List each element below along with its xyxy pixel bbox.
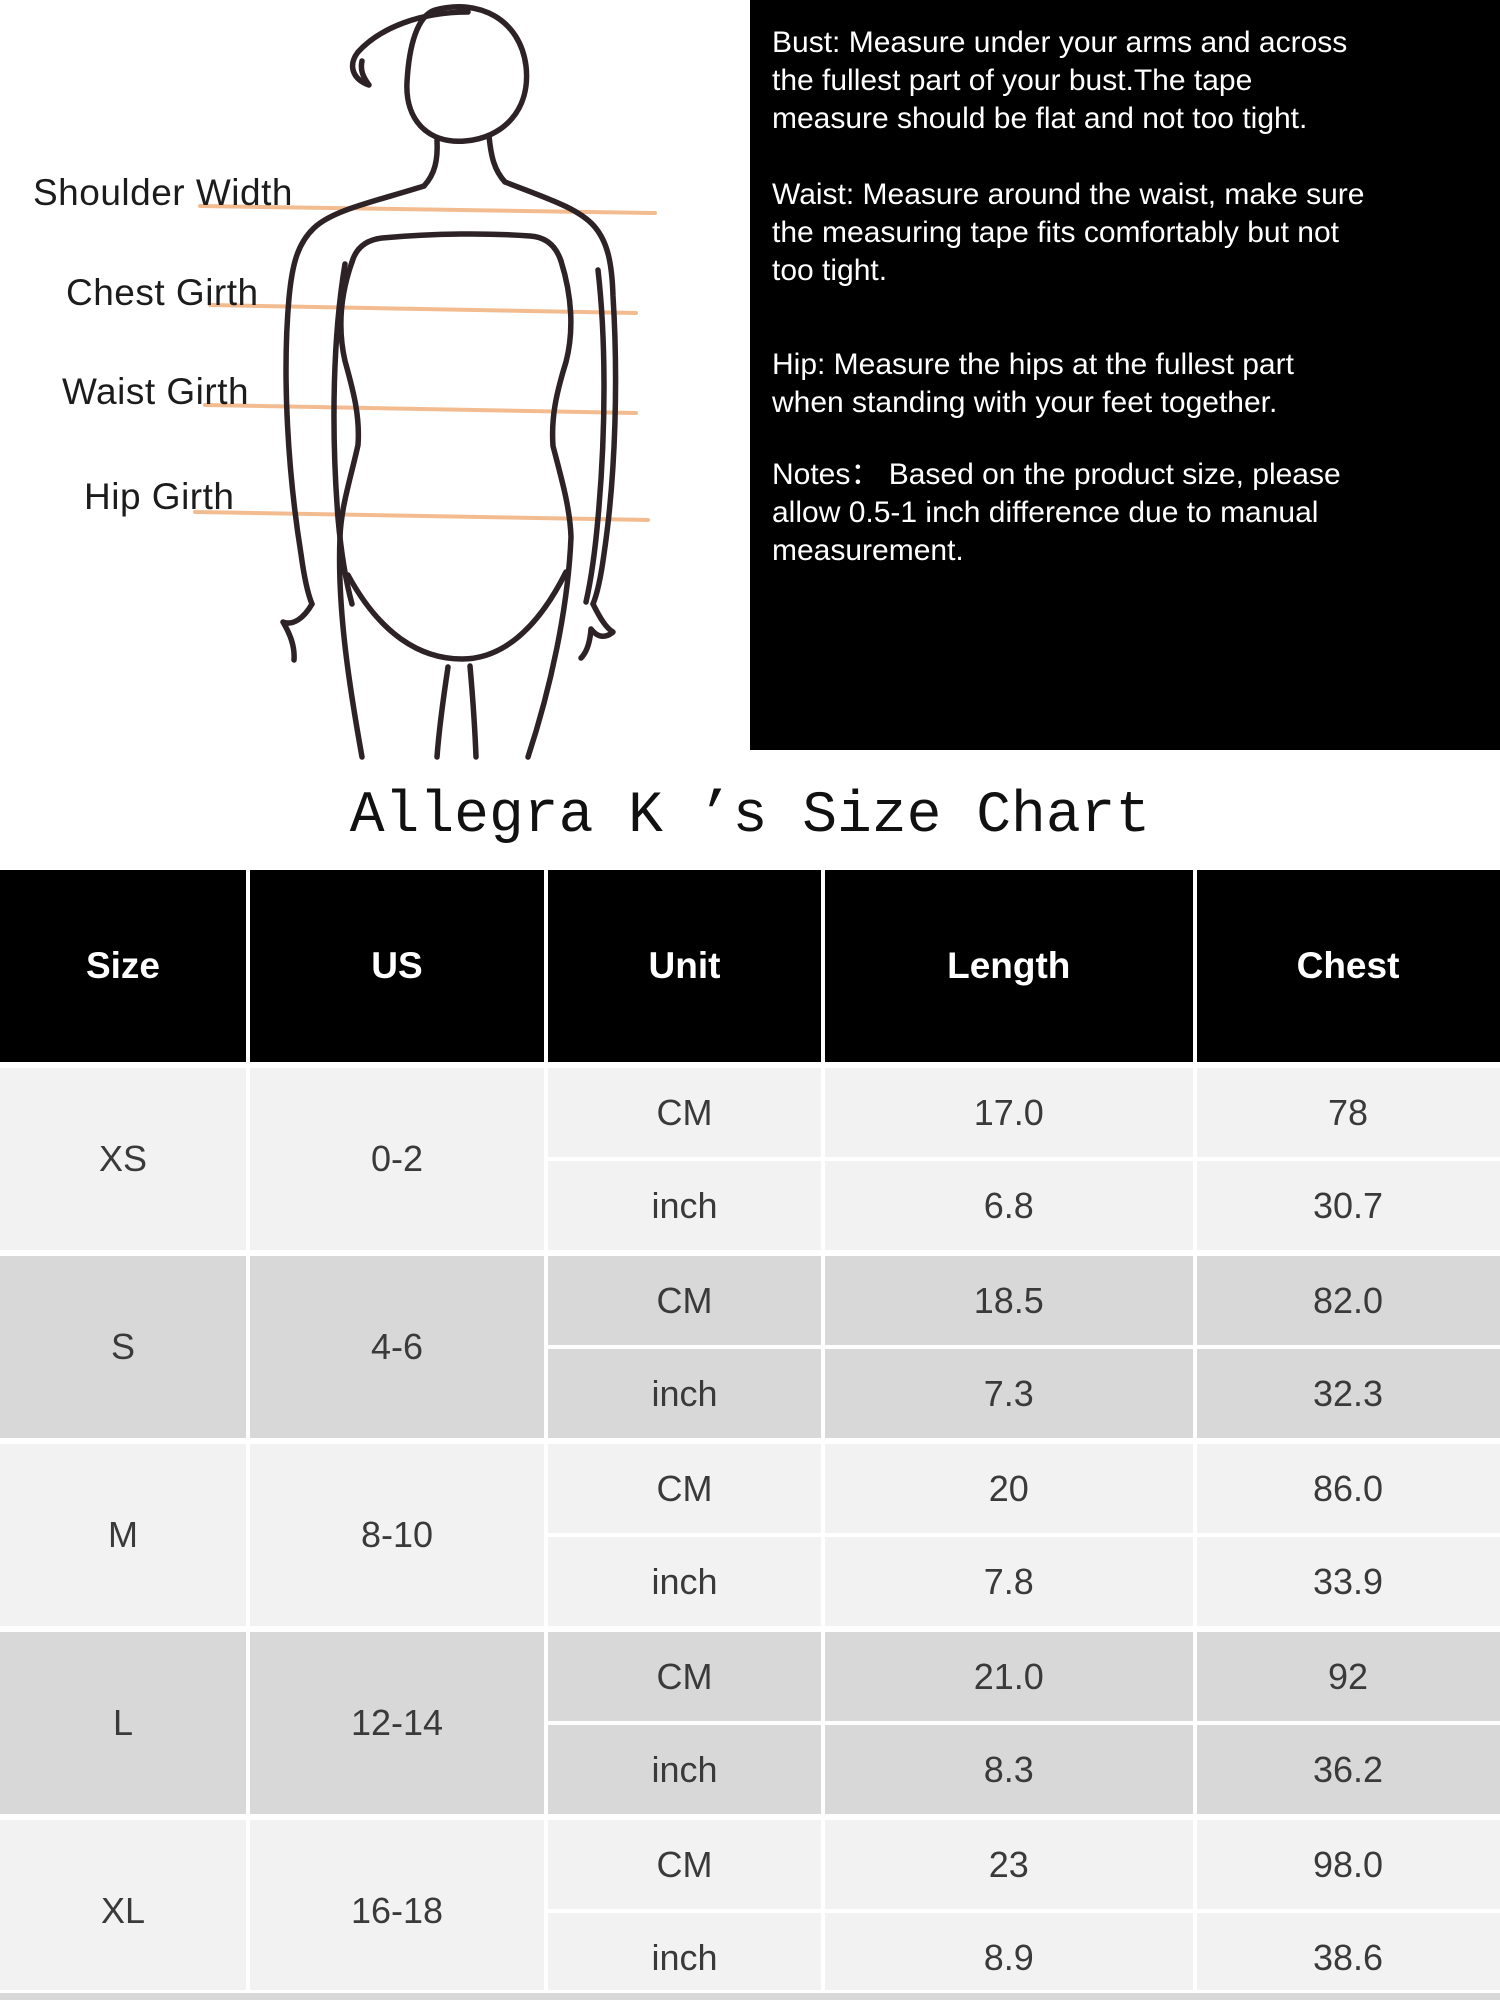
cell-unit: inch (548, 1349, 821, 1438)
cell-us: 8-10 (250, 1444, 544, 1626)
cell-us: 12-14 (250, 1632, 544, 1814)
cell-length: 18.5 (825, 1256, 1193, 1345)
waist-guide-line (203, 403, 638, 415)
cell-chest: 92 (1196, 1632, 1500, 1721)
cell-size: S (0, 1256, 246, 1438)
cell-unit: CM (548, 1444, 821, 1533)
shoulder-width-label: Shoulder Width (33, 172, 293, 213)
cell-chest: 98.0 (1196, 1820, 1500, 1909)
cell-unit: inch (548, 1725, 821, 1814)
size-group-xl: XL 16-18 CM 23 98.0 inch 8.9 38.6 (0, 1820, 1500, 2000)
size-chart-table: Size US Unit Length Chest XS 0-2 CM 17.0… (0, 870, 1500, 2000)
cell-length: 23 (825, 1820, 1193, 1909)
cell-chest: 86.0 (1196, 1444, 1500, 1533)
measure-guide-lines (193, 204, 657, 522)
cell-length: 8.9 (825, 1913, 1193, 2000)
hip-instruction: Hip: Measure the hips at the fullest par… (772, 348, 1294, 419)
female-silhouette (280, 4, 619, 760)
cell-length: 20 (825, 1444, 1193, 1533)
header-chest: Chest (1196, 870, 1500, 1062)
body-outline-illustration (193, 4, 657, 760)
cell-unit: inch (548, 1537, 821, 1626)
cell-chest: 32.3 (1196, 1349, 1500, 1438)
waist-girth-label: Waist Girth (62, 371, 250, 412)
hip-girth-label: Hip Girth (84, 476, 235, 517)
next-row-sliver (0, 1993, 1500, 2000)
cell-chest: 82.0 (1196, 1256, 1500, 1345)
hip-guide-line (193, 510, 650, 522)
cell-unit: CM (548, 1256, 821, 1345)
size-group-xs: XS 0-2 CM 17.0 78 inch 6.8 30.7 (0, 1068, 1500, 1250)
cell-length: 8.3 (825, 1725, 1193, 1814)
header-length: Length (825, 870, 1193, 1062)
cell-chest: 33.9 (1196, 1537, 1500, 1626)
cell-size: XL (0, 1820, 246, 2000)
cell-unit: CM (548, 1632, 821, 1721)
header-size: Size (0, 870, 246, 1062)
cell-length: 21.0 (825, 1632, 1193, 1721)
cell-length: 6.8 (825, 1161, 1193, 1250)
cell-unit: inch (548, 1913, 821, 2000)
cell-length: 7.3 (825, 1349, 1193, 1438)
waist-instruction: Waist: Measure around the waist, make su… (772, 178, 1365, 287)
cell-unit: CM (548, 1068, 821, 1157)
notes-instruction: Notes： Based on the product size, please… (772, 458, 1341, 567)
chest-girth-label: Chest Girth (66, 272, 259, 313)
cell-chest: 78 (1196, 1068, 1500, 1157)
table-bottom-separator (0, 1990, 1500, 1993)
cell-size: XS (0, 1068, 246, 1250)
cell-length: 17.0 (825, 1068, 1193, 1157)
header-unit: Unit (548, 870, 821, 1062)
size-group-s: S 4-6 CM 18.5 82.0 inch 7.3 32.3 (0, 1256, 1500, 1438)
table-header-row: Size US Unit Length Chest (0, 870, 1500, 1062)
cell-size: L (0, 1632, 246, 1814)
body-measurement-diagram: Shoulder Width Chest Girth Waist Girth H… (0, 0, 750, 760)
size-group-m: M 8-10 CM 20 86.0 inch 7.8 33.9 (0, 1444, 1500, 1626)
cell-length: 7.8 (825, 1537, 1193, 1626)
page-title: Allegra K ’s Size Chart (349, 784, 1151, 849)
cell-us: 16-18 (250, 1820, 544, 2000)
chest-guide-line (208, 303, 638, 315)
cell-unit: inch (548, 1161, 821, 1250)
cell-us: 0-2 (250, 1068, 544, 1250)
header-us: US (250, 870, 544, 1062)
cell-chest: 30.7 (1196, 1161, 1500, 1250)
measuring-instructions-panel: Bust: Measure under your arms and across… (750, 0, 1500, 750)
size-group-l: L 12-14 CM 21.0 92 inch 8.3 36.2 (0, 1632, 1500, 1814)
cell-chest: 38.6 (1196, 1913, 1500, 2000)
cell-us: 4-6 (250, 1256, 544, 1438)
bust-instruction: Bust: Measure under your arms and across… (772, 26, 1348, 135)
cell-size: M (0, 1444, 246, 1626)
cell-chest: 36.2 (1196, 1725, 1500, 1814)
cell-unit: CM (548, 1820, 821, 1909)
